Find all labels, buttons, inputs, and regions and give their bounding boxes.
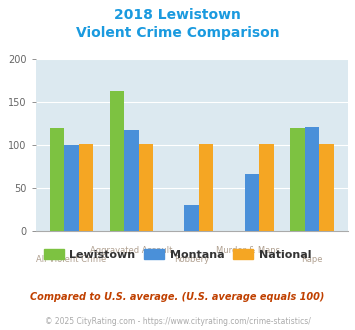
Text: 2018 Lewistown: 2018 Lewistown: [114, 8, 241, 22]
Legend: Lewistown, Montana, National: Lewistown, Montana, National: [39, 245, 316, 264]
Text: © 2025 CityRating.com - https://www.cityrating.com/crime-statistics/: © 2025 CityRating.com - https://www.city…: [45, 317, 310, 326]
Text: Rape: Rape: [301, 255, 323, 264]
Bar: [50, 128, 64, 231]
Bar: [139, 144, 153, 231]
Text: Murder & Mans...: Murder & Mans...: [216, 247, 288, 255]
Bar: [319, 144, 334, 231]
Bar: [124, 130, 139, 231]
Text: Violent Crime Comparison: Violent Crime Comparison: [76, 26, 279, 40]
Text: Robbery: Robbery: [174, 255, 209, 264]
Bar: [305, 127, 319, 231]
Text: All Violent Crime: All Violent Crime: [36, 255, 106, 264]
Text: Compared to U.S. average. (U.S. average equals 100): Compared to U.S. average. (U.S. average …: [30, 292, 325, 302]
Text: Aggravated Assault: Aggravated Assault: [90, 247, 173, 255]
Bar: [78, 144, 93, 231]
Bar: [245, 174, 259, 231]
Bar: [110, 91, 124, 231]
Bar: [259, 144, 274, 231]
Bar: [199, 144, 213, 231]
Bar: [64, 145, 78, 231]
Bar: [185, 205, 199, 231]
Bar: [290, 128, 305, 231]
